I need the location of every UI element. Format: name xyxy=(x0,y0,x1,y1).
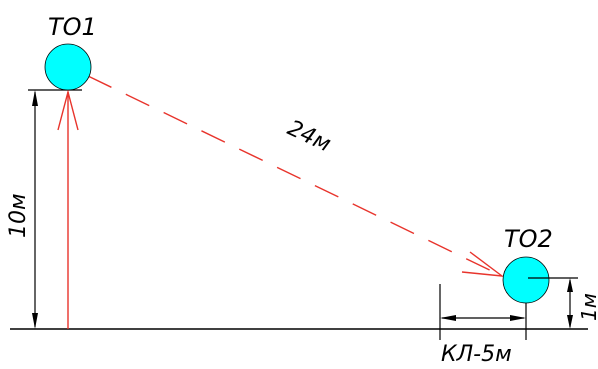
riser-arrow-t01 xyxy=(57,89,79,131)
node-t01-label: ТО1 xyxy=(48,13,97,41)
dim-arrow-bottom-left xyxy=(440,315,456,321)
node-t02-label: ТО2 xyxy=(504,225,553,253)
dashed-link-arrow xyxy=(461,251,505,277)
dim-arrow-right-top xyxy=(567,278,573,292)
dim-arrow-left-top xyxy=(32,90,38,106)
node-t01-circle xyxy=(44,43,92,91)
label-left-height: 10м xyxy=(6,193,31,238)
dim-arrow-right-bottom xyxy=(567,315,573,329)
label-right-height: 1м xyxy=(577,293,598,321)
node-t02-circle xyxy=(502,256,550,304)
label-diagonal-length: 24м xyxy=(283,116,334,158)
dashed-link-line xyxy=(87,75,503,277)
dim-arrow-bottom-right xyxy=(510,315,526,321)
dim-arrow-left-bottom xyxy=(32,313,38,329)
label-bottom-cable: КЛ-5м xyxy=(441,342,512,367)
